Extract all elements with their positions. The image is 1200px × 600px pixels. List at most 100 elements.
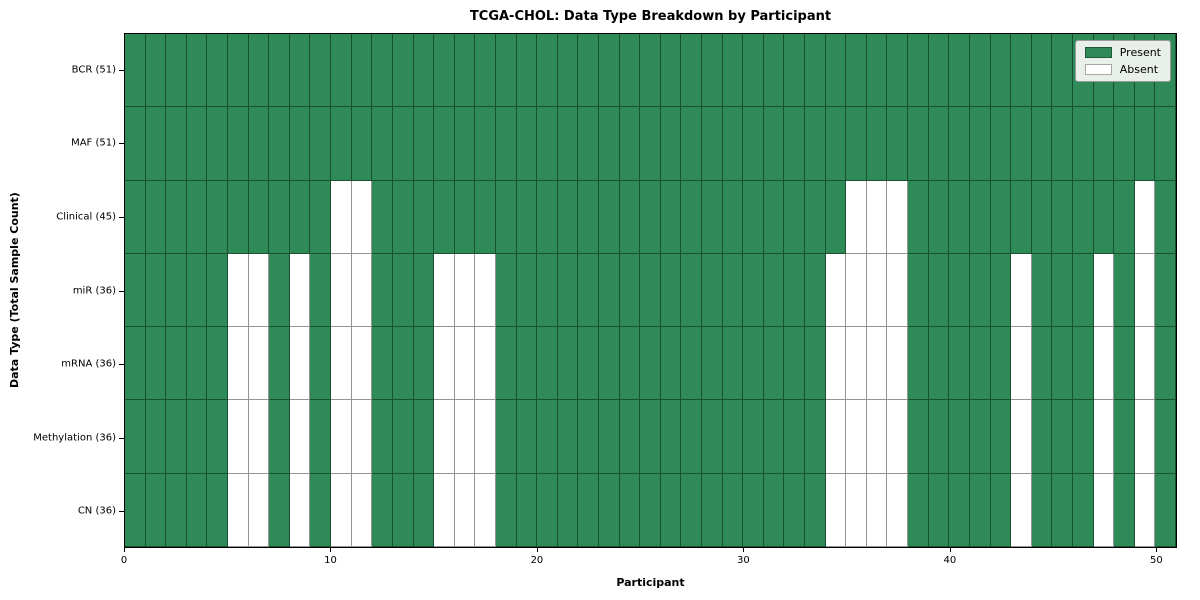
heatmap-cell <box>413 253 435 328</box>
heatmap-cell <box>1155 107 1176 181</box>
heatmap-cell <box>331 107 352 181</box>
heatmap-cell <box>310 34 332 108</box>
heatmap-cell <box>1031 34 1053 108</box>
heatmap-cell <box>598 253 620 328</box>
heatmap-cell <box>207 327 229 401</box>
x-tick-mark <box>124 548 125 552</box>
heatmap-cell <box>908 253 929 328</box>
heatmap-cell <box>722 253 744 328</box>
heatmap-cell <box>475 327 496 401</box>
heatmap-cell <box>145 180 167 254</box>
heatmap-cell <box>289 107 311 181</box>
heatmap-cell <box>969 180 991 254</box>
legend-label-present: Present <box>1119 46 1161 59</box>
heatmap-cell <box>289 327 311 401</box>
heatmap-cell <box>248 107 270 181</box>
heatmap-cell <box>805 107 826 181</box>
heatmap-cell <box>619 253 641 328</box>
heatmap-cell <box>722 400 744 474</box>
heatmap-cell <box>702 253 723 328</box>
heatmap-cell <box>1155 327 1176 401</box>
heatmap-cell <box>887 400 909 474</box>
heatmap-cell <box>516 473 538 547</box>
heatmap-cell <box>928 400 950 474</box>
heatmap-cell <box>928 327 950 401</box>
heatmap-cell <box>1052 253 1073 328</box>
heatmap-cell <box>640 180 661 254</box>
heatmap-cell <box>186 107 208 181</box>
heatmap-cell <box>269 107 290 181</box>
heatmap-cell <box>743 180 764 254</box>
heatmap-cell <box>1031 400 1053 474</box>
heatmap-cell <box>969 107 991 181</box>
heatmap-cell <box>372 473 393 547</box>
heatmap-cell <box>908 180 929 254</box>
heatmap-cell <box>578 107 599 181</box>
heatmap-cell <box>908 107 929 181</box>
heatmap-cell <box>702 327 723 401</box>
y-tick-mark <box>119 437 124 439</box>
heatmap-cell <box>928 180 950 254</box>
heatmap-cell <box>413 400 435 474</box>
heatmap-cell <box>372 400 393 474</box>
heatmap-cell <box>784 180 806 254</box>
heatmap-cell <box>310 327 332 401</box>
heatmap-cell <box>1114 253 1135 328</box>
heatmap-cell <box>454 107 476 181</box>
heatmap-cell <box>1072 107 1094 181</box>
heatmap-cell <box>969 34 991 108</box>
heatmap-cell <box>990 34 1012 108</box>
heatmap-cell <box>743 400 764 474</box>
heatmap-cell <box>908 400 929 474</box>
heatmap-cell <box>289 253 311 328</box>
heatmap-cell <box>681 253 703 328</box>
heatmap-cell <box>702 34 723 108</box>
heatmap-cell <box>763 180 785 254</box>
heatmap-cell <box>351 34 373 108</box>
heatmap-cell <box>598 34 620 108</box>
heatmap-cell <box>866 473 888 547</box>
heatmap-cell <box>1134 180 1156 254</box>
heatmap-cell <box>434 327 455 401</box>
heatmap-cell <box>557 180 579 254</box>
heatmap-cell <box>1072 400 1094 474</box>
heatmap-cell <box>166 327 187 401</box>
heatmap-cell <box>1134 473 1156 547</box>
heatmap-cell <box>289 473 311 547</box>
y-tick-mark <box>119 69 124 71</box>
heatmap-cell <box>598 473 620 547</box>
x-axis-label: Participant <box>616 576 685 589</box>
heatmap-cell <box>351 253 373 328</box>
heatmap-cell <box>537 327 558 401</box>
heatmap-cell <box>475 34 496 108</box>
heatmap-cell <box>351 180 373 254</box>
heatmap-cell <box>660 107 682 181</box>
heatmap-cell <box>228 400 249 474</box>
heatmap-cell <box>331 473 352 547</box>
heatmap-cell <box>310 253 332 328</box>
heatmap-cell <box>681 34 703 108</box>
heatmap-cell <box>805 253 826 328</box>
heatmap-cell <box>722 327 744 401</box>
y-tick-mark <box>119 364 124 366</box>
heatmap-cell <box>186 400 208 474</box>
legend-item-present: Present <box>1084 46 1161 59</box>
heatmap-cell <box>392 473 414 547</box>
heatmap-cell <box>495 400 517 474</box>
heatmap-cell <box>413 473 435 547</box>
heatmap-cell <box>866 253 888 328</box>
x-tick-label: 30 <box>737 555 750 566</box>
heatmap-cell <box>475 400 496 474</box>
heatmap-cell <box>1011 327 1032 401</box>
heatmap-cell <box>372 180 393 254</box>
heatmap-cell <box>969 400 991 474</box>
heatmap-cell <box>1011 107 1032 181</box>
heatmap-cell <box>866 34 888 108</box>
heatmap-cell <box>1093 107 1115 181</box>
x-tick-label: 10 <box>324 555 337 566</box>
heatmap-cell <box>454 327 476 401</box>
heatmap-cell <box>578 34 599 108</box>
heatmap-cell <box>454 473 476 547</box>
heatmap-cell <box>537 180 558 254</box>
heatmap-cell <box>784 107 806 181</box>
